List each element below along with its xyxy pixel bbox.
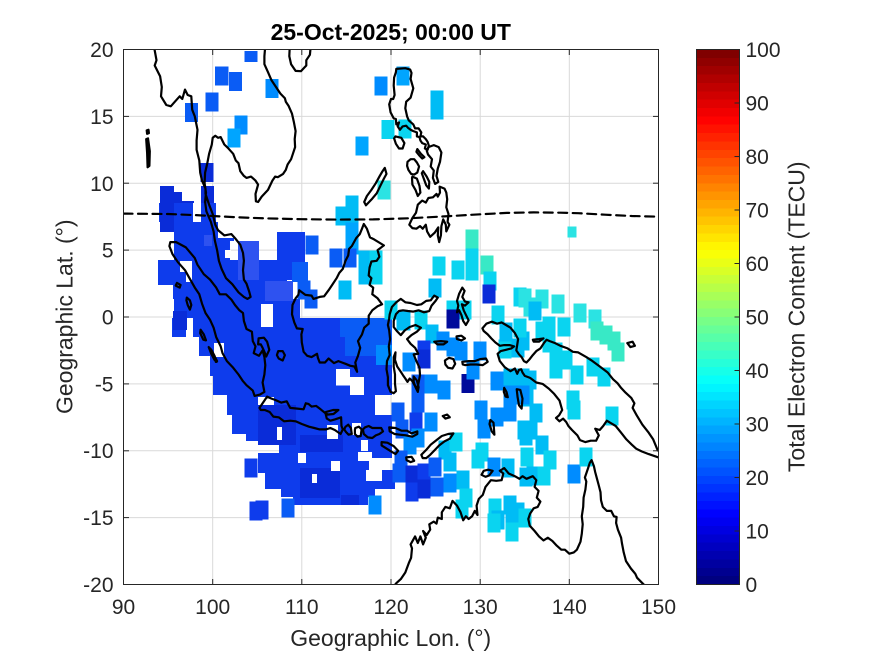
svg-text:120: 120 (373, 596, 408, 619)
svg-text:110: 110 (285, 596, 318, 619)
svg-text:5: 5 (102, 240, 114, 263)
svg-text:20: 20 (746, 467, 769, 490)
svg-text:10: 10 (90, 173, 113, 196)
svg-text:-5: -5 (95, 373, 114, 396)
svg-text:Geographic Lon. (°): Geographic Lon. (°) (290, 625, 491, 651)
svg-text:60: 60 (746, 253, 769, 276)
svg-text:80: 80 (746, 146, 769, 169)
svg-text:90: 90 (746, 93, 769, 116)
svg-text:40: 40 (746, 360, 769, 383)
svg-text:50: 50 (746, 307, 769, 330)
svg-text:0: 0 (102, 307, 114, 330)
svg-text:-20: -20 (83, 574, 113, 597)
svg-text:20: 20 (90, 39, 113, 62)
svg-text:90: 90 (112, 596, 135, 619)
svg-text:15: 15 (90, 106, 113, 129)
svg-text:0: 0 (746, 574, 758, 597)
svg-text:140: 140 (552, 596, 587, 619)
svg-text:10: 10 (746, 521, 769, 544)
svg-text:Geographic Lat. (°): Geographic Lat. (°) (52, 219, 78, 414)
svg-text:25-Oct-2025; 00:00 UT: 25-Oct-2025; 00:00 UT (271, 19, 511, 45)
svg-text:100: 100 (195, 596, 230, 619)
svg-text:100: 100 (746, 39, 781, 62)
svg-text:30: 30 (746, 414, 769, 437)
svg-text:70: 70 (746, 200, 769, 223)
svg-text:-10: -10 (83, 440, 113, 463)
svg-text:Total Electron Content (TECU): Total Electron Content (TECU) (784, 161, 810, 472)
svg-text:150: 150 (641, 596, 676, 619)
svg-text:130: 130 (463, 596, 498, 619)
svg-text:-15: -15 (83, 507, 113, 530)
